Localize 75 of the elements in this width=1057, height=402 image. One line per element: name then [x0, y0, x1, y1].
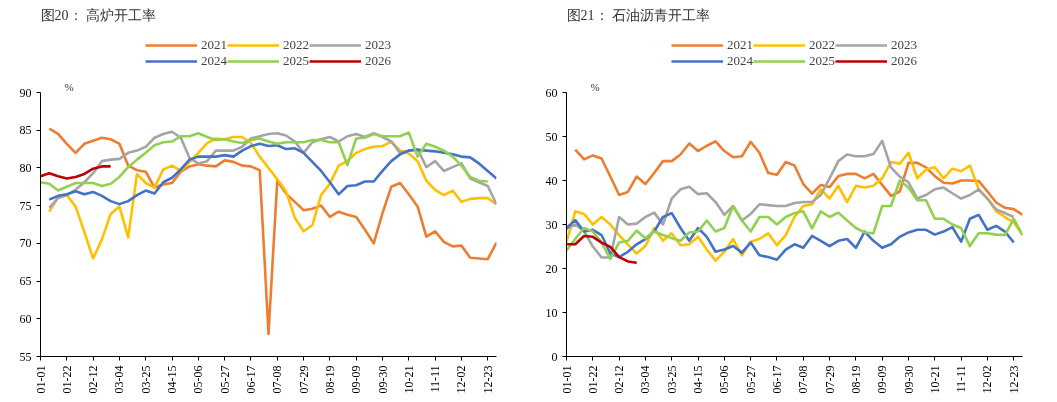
legend-label: 2021 — [201, 36, 227, 53]
x-tick-label: 12-23 — [480, 365, 495, 394]
y-tick-label: 30 — [545, 217, 558, 232]
x-tick-label: 01-01 — [33, 365, 48, 394]
chart-title: 图21： 石油沥青开工率 — [566, 7, 710, 23]
line-series — [40, 131, 490, 192]
x-tick-label: 03-25 — [138, 365, 153, 394]
x-tick-label: 07-08 — [796, 365, 811, 394]
x-tick-label: 11-11 — [428, 365, 443, 393]
x-tick-label: 02-12 — [86, 365, 101, 394]
x-tick-label: 05-27 — [743, 365, 758, 394]
x-tick-label: 09-30 — [901, 365, 916, 394]
legend-label: 2025 — [809, 52, 835, 69]
y-axis-title: % — [590, 80, 600, 93]
legend-label: 2024 — [727, 52, 753, 69]
y-tick-label: 90 — [19, 85, 32, 100]
x-tick-label: 05-27 — [217, 365, 232, 394]
y-tick-label: 60 — [19, 311, 32, 326]
legend-label: 2026 — [365, 52, 391, 69]
y-tick-label: 80 — [19, 160, 32, 175]
line-series — [47, 127, 497, 336]
line-series — [566, 211, 1016, 261]
x-tick-label: 09-09 — [349, 365, 364, 394]
x-tick-label: 04-15 — [691, 365, 706, 394]
legend-label: 2025 — [283, 52, 309, 69]
x-tick-label: 05-06 — [717, 365, 732, 394]
x-tick-label: 07-29 — [822, 365, 837, 394]
x-tick-label: 10-21 — [401, 365, 416, 394]
x-tick-label: 01-22 — [585, 365, 600, 394]
line-series — [47, 142, 497, 206]
x-tick-label: 11-11 — [954, 365, 969, 393]
x-tick-label: 12-02 — [980, 365, 995, 394]
x-tick-label: 08-19 — [322, 365, 337, 394]
legend-label: 2022 — [283, 36, 309, 53]
legend-label: 2023 — [365, 36, 391, 53]
x-tick-label: 03-25 — [664, 365, 679, 394]
y-tick-label: 50 — [545, 129, 558, 144]
x-tick-label: 04-15 — [165, 365, 180, 394]
x-tick-label: 03-04 — [638, 365, 653, 394]
x-tick-label: 07-08 — [270, 365, 285, 394]
x-tick-label: 03-04 — [112, 365, 127, 394]
x-tick-label: 06-17 — [769, 365, 784, 394]
legend-label: 2022 — [809, 36, 835, 53]
y-tick-label: 40 — [545, 173, 558, 188]
y-tick-label: 20 — [545, 261, 558, 276]
x-tick-label: 06-17 — [243, 365, 258, 394]
y-tick-label: 55 — [19, 349, 32, 364]
y-tick-label: 70 — [19, 236, 32, 251]
y-tick-label: 60 — [545, 85, 558, 100]
x-tick-label: 07-29 — [296, 365, 311, 394]
y-tick-label: 85 — [19, 123, 32, 138]
y-tick-label: 75 — [19, 198, 32, 213]
x-tick-label: 01-22 — [59, 365, 74, 394]
line-series — [566, 234, 638, 265]
line-series — [40, 165, 112, 180]
y-tick-label: 0 — [551, 349, 558, 364]
x-tick-label: 12-02 — [454, 365, 469, 394]
legend-label: 2024 — [201, 52, 227, 69]
x-tick-label: 08-19 — [848, 365, 863, 394]
x-tick-label: 01-01 — [559, 365, 574, 394]
legend-label: 2026 — [891, 52, 917, 69]
x-tick-label: 09-09 — [875, 365, 890, 394]
legend-label: 2021 — [727, 36, 753, 53]
line-series — [566, 179, 1023, 261]
legend-label: 2023 — [891, 36, 917, 53]
line-series — [573, 140, 1023, 217]
x-tick-label: 02-12 — [612, 365, 627, 394]
x-tick-label: 12-23 — [1006, 365, 1021, 394]
y-axis-title: % — [64, 80, 74, 93]
x-tick-label: 10-21 — [927, 365, 942, 394]
x-tick-label: 09-30 — [375, 365, 390, 394]
y-tick-label: 65 — [19, 274, 32, 289]
y-tick-label: 10 — [545, 305, 558, 320]
x-tick-label: 05-06 — [191, 365, 206, 394]
chart-title: 图20： 高炉开工率 — [40, 7, 156, 23]
